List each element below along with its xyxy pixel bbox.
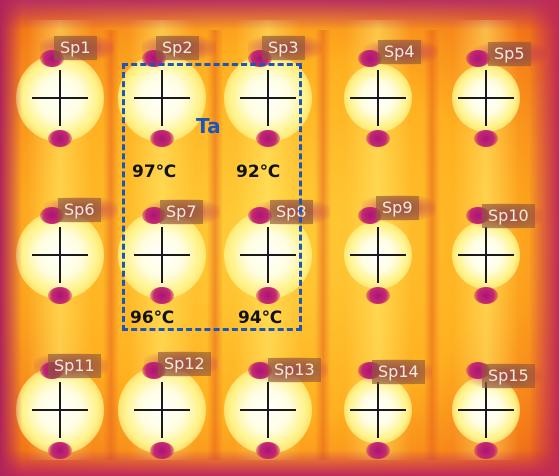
crosshair-icon (134, 382, 190, 438)
cool-blob (48, 287, 72, 304)
spot-label: Sp11 (48, 354, 101, 378)
crosshair-icon (240, 382, 296, 438)
cool-blob (366, 442, 390, 459)
cool-blob (474, 287, 498, 304)
spot-label: Sp14 (372, 360, 425, 384)
spot-label: Sp4 (378, 40, 421, 64)
region-box-ta (122, 63, 302, 331)
crosshair-icon (32, 382, 88, 438)
spot-label: Sp10 (482, 204, 535, 228)
spot-label: Sp2 (156, 36, 199, 60)
cool-blob (366, 287, 390, 304)
cool-gap-band (103, 30, 119, 460)
spot-label: Sp1 (54, 36, 97, 60)
cool-blob (48, 130, 72, 147)
cool-blob (474, 130, 498, 147)
spot-label: Sp13 (268, 358, 321, 382)
temperature-reading: 92℃ (236, 162, 281, 182)
cool-blob (150, 442, 174, 459)
temperature-reading: 94℃ (238, 308, 283, 328)
temperature-reading: 96℃ (130, 308, 175, 328)
cool-blob (474, 442, 498, 459)
region-label-ta: Ta (196, 114, 221, 138)
cool-gap-band (315, 30, 331, 460)
crosshair-icon (458, 70, 514, 126)
crosshair-icon (458, 382, 514, 438)
temperature-reading: 97℃ (132, 162, 177, 182)
spot-label: Sp12 (158, 352, 211, 376)
cool-gap-band (424, 30, 440, 460)
crosshair-icon (350, 70, 406, 126)
cool-blob (256, 442, 280, 459)
crosshair-icon (32, 227, 88, 283)
crosshair-icon (350, 227, 406, 283)
crosshair-icon (350, 382, 406, 438)
spot-label: Sp3 (262, 36, 305, 60)
cool-blob (366, 130, 390, 147)
crosshair-icon (32, 70, 88, 126)
spot-label: Sp15 (482, 364, 535, 388)
crosshair-icon (458, 227, 514, 283)
spot-label: Sp5 (488, 42, 531, 66)
cool-blob (48, 442, 72, 459)
spot-label: Sp9 (376, 196, 419, 220)
spot-label: Sp6 (58, 198, 101, 222)
